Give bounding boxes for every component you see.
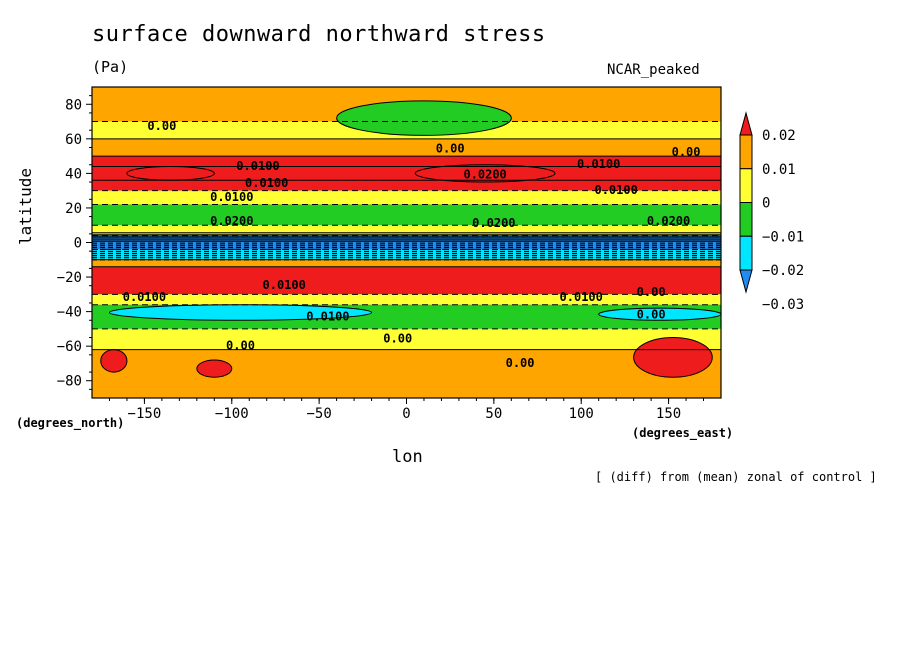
- y-tick-label: 20: [65, 201, 82, 217]
- contour-label: 0.0100: [263, 278, 306, 292]
- model-label: NCAR_peaked: [607, 62, 700, 78]
- anomaly-patch: [336, 100, 512, 136]
- contour-label: 0.0100: [210, 190, 253, 204]
- diff-note: [ (diff) from (mean) zonal of control ]: [595, 470, 877, 484]
- y-tick-label: −20: [57, 270, 82, 286]
- contour-label: 0.0200: [647, 214, 690, 228]
- colorbar-segment: [739, 235, 753, 271]
- colorbar-cap-bottom: [739, 269, 753, 294]
- contour-label: 0.00: [147, 119, 176, 133]
- anomaly-patch: [633, 337, 713, 378]
- y-tick-label: −80: [57, 374, 82, 390]
- zonal-band: [92, 166, 721, 181]
- y-tick-label: 80: [65, 97, 82, 113]
- y-unit-label: (degrees_north): [16, 416, 125, 430]
- zonal-band: [92, 138, 721, 157]
- contour-label: 0.0100: [577, 157, 620, 171]
- zonal-band: [92, 156, 721, 167]
- x-tick-label: 50: [485, 406, 502, 422]
- colorbar-label: −0.01: [762, 229, 804, 245]
- colorbar-label: 0: [762, 196, 770, 212]
- zonal-band: [92, 249, 721, 260]
- zonal-band: [92, 190, 721, 205]
- contour-label: 0.0100: [245, 176, 288, 190]
- x-tick-label: 0: [402, 406, 410, 422]
- contour-label: 0.0200: [472, 216, 515, 230]
- zonal-band: [92, 259, 721, 267]
- anomaly-patch: [196, 359, 233, 378]
- x-tick-label: −50: [306, 406, 331, 422]
- anomaly-patch: [108, 304, 373, 321]
- contour-label: 0.0100: [236, 159, 279, 173]
- zonal-band: [92, 266, 721, 295]
- zonal-band: [92, 204, 721, 226]
- anomaly-patch: [414, 164, 556, 183]
- y-tick-label: −60: [57, 339, 82, 355]
- chart-title: surface downward northward stress: [92, 22, 546, 47]
- zonal-band: [92, 349, 721, 398]
- zonal-band: [92, 328, 721, 350]
- contour-label: 0.0100: [306, 309, 349, 323]
- anomaly-patch: [100, 349, 128, 373]
- x-tick-label: 150: [656, 406, 681, 422]
- x-unit-label: (degrees_east): [632, 426, 734, 440]
- contour-label: 0.0100: [123, 290, 166, 304]
- y-tick-label: 40: [65, 166, 82, 182]
- colorbar-segment: [739, 202, 753, 237]
- contour-label: 0.0100: [594, 183, 637, 197]
- y-tick-label: −40: [57, 305, 82, 321]
- colorbar-label: −0.02: [762, 263, 804, 279]
- colorbar-label: 0.01: [762, 162, 796, 178]
- colorbar-cap-top: [739, 111, 753, 136]
- units-label: (Pa): [92, 58, 129, 76]
- zonal-band: [92, 225, 721, 236]
- contour-label: 0.00: [436, 142, 465, 156]
- zonal-band: [92, 294, 721, 305]
- x-axis-label: lon: [392, 447, 423, 467]
- contour-label: 0.00: [506, 356, 535, 370]
- colorbar-segment: [739, 168, 753, 203]
- colorbar-label: 0.02: [762, 128, 796, 144]
- y-tick-label: 0: [74, 236, 82, 252]
- x-tick-label: −150: [128, 406, 162, 422]
- y-tick-label: 60: [65, 132, 82, 148]
- contour-label: 0.00: [383, 332, 412, 346]
- x-tick-label: 100: [569, 406, 594, 422]
- contour-label: 0.0200: [463, 168, 506, 182]
- contour-label: 0.00: [672, 145, 701, 159]
- colorbar-label: −0.03: [762, 297, 804, 313]
- contour-label: 0.00: [637, 285, 666, 299]
- anomaly-patch: [126, 165, 215, 181]
- colorbar-segment: [739, 134, 753, 170]
- x-tick-label: −100: [215, 406, 249, 422]
- zonal-band: [92, 180, 721, 191]
- contour-label: 0.00: [226, 339, 255, 353]
- contour-label: 0.0200: [210, 214, 253, 228]
- contour-label: 0.0100: [560, 290, 603, 304]
- contour-label: 0.00: [637, 308, 666, 322]
